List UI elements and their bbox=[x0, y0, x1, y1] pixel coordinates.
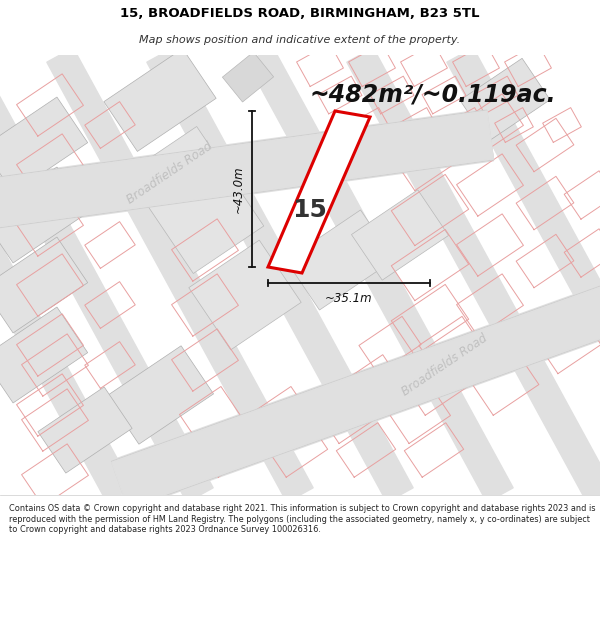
Polygon shape bbox=[38, 387, 132, 473]
Polygon shape bbox=[111, 271, 600, 509]
Polygon shape bbox=[0, 109, 494, 231]
Polygon shape bbox=[0, 48, 213, 502]
Polygon shape bbox=[112, 271, 600, 509]
Polygon shape bbox=[147, 48, 413, 502]
Polygon shape bbox=[223, 52, 274, 102]
Text: 15: 15 bbox=[293, 198, 328, 222]
Polygon shape bbox=[347, 48, 600, 502]
Polygon shape bbox=[352, 190, 449, 280]
Polygon shape bbox=[0, 237, 88, 333]
Text: Broadfields Road: Broadfields Road bbox=[400, 332, 490, 398]
Text: Contains OS data © Crown copyright and database right 2021. This information is : Contains OS data © Crown copyright and d… bbox=[9, 504, 595, 534]
Polygon shape bbox=[0, 110, 493, 230]
Polygon shape bbox=[268, 111, 370, 273]
Polygon shape bbox=[247, 48, 513, 502]
Polygon shape bbox=[0, 111, 493, 229]
Polygon shape bbox=[112, 272, 600, 508]
Text: Broadfields Road: Broadfields Road bbox=[125, 139, 215, 206]
Polygon shape bbox=[126, 126, 264, 274]
Polygon shape bbox=[0, 167, 88, 263]
Polygon shape bbox=[0, 111, 493, 229]
Polygon shape bbox=[104, 49, 216, 151]
Text: ~35.1m: ~35.1m bbox=[325, 292, 373, 306]
Polygon shape bbox=[460, 58, 550, 142]
Polygon shape bbox=[0, 97, 88, 193]
Polygon shape bbox=[106, 346, 214, 444]
Polygon shape bbox=[0, 307, 88, 403]
Text: 15, BROADFIELDS ROAD, BIRMINGHAM, B23 5TL: 15, BROADFIELDS ROAD, BIRMINGHAM, B23 5T… bbox=[120, 8, 480, 20]
Text: ~482m²/~0.119ac.: ~482m²/~0.119ac. bbox=[310, 83, 557, 107]
Polygon shape bbox=[47, 48, 313, 502]
Polygon shape bbox=[112, 272, 600, 508]
Polygon shape bbox=[189, 240, 301, 350]
Polygon shape bbox=[286, 210, 394, 310]
Text: ~43.0m: ~43.0m bbox=[232, 165, 245, 212]
Polygon shape bbox=[0, 48, 133, 502]
Text: Map shows position and indicative extent of the property.: Map shows position and indicative extent… bbox=[139, 34, 461, 44]
Polygon shape bbox=[447, 48, 600, 502]
